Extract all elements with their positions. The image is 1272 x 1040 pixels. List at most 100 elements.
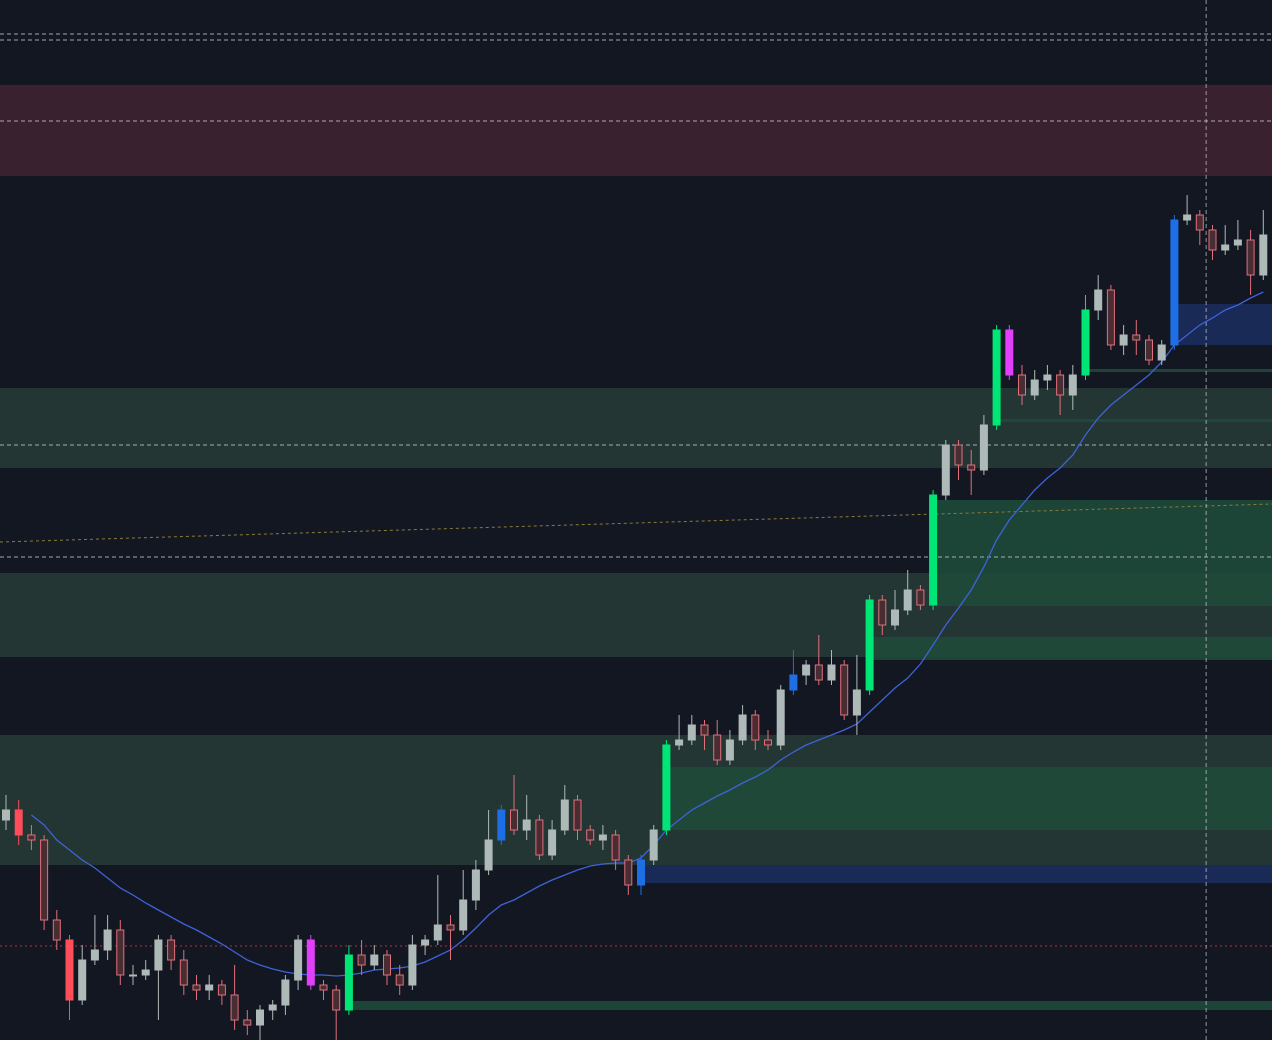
- candle-body: [827, 664, 836, 681]
- candle-body: [78, 959, 87, 1001]
- candle-body: [332, 989, 341, 1011]
- candle-body: [865, 599, 874, 691]
- candle-body: [1246, 239, 1255, 276]
- candle-body: [941, 444, 950, 496]
- candle-body: [383, 954, 391, 976]
- candle-body: [878, 599, 887, 626]
- candle-body: [1018, 374, 1026, 396]
- candle-body: [929, 494, 938, 606]
- candle-body: [306, 939, 315, 986]
- candle-body: [1081, 309, 1090, 376]
- candle-body: [1094, 289, 1103, 311]
- zone: [662, 767, 1272, 830]
- candle-body: [1056, 374, 1065, 396]
- candle-body: [840, 664, 849, 716]
- trendline: [0, 503, 1272, 543]
- zone: [1081, 369, 1272, 372]
- candle-body: [294, 939, 303, 981]
- candle-body: [459, 899, 468, 931]
- candle-body: [243, 1019, 252, 1026]
- candle-body: [814, 664, 823, 681]
- candle-body: [179, 959, 188, 986]
- candle-body: [624, 859, 633, 886]
- candle-body: [967, 464, 976, 471]
- candle-body: [1043, 374, 1052, 381]
- candle-body: [1157, 344, 1166, 361]
- candle-body: [510, 809, 518, 831]
- zone: [929, 500, 1272, 606]
- candle-body: [1183, 214, 1192, 221]
- candle-body: [738, 714, 747, 741]
- candle-body: [268, 1004, 277, 1011]
- candle-body: [662, 744, 671, 831]
- candle-body: [1170, 219, 1179, 346]
- candle-body: [1030, 379, 1039, 396]
- candle-body: [230, 994, 239, 1021]
- candle-body: [1208, 229, 1217, 251]
- candle-body: [789, 674, 798, 691]
- candle-body: [852, 689, 861, 716]
- candle-body: [573, 799, 582, 831]
- candle-body: [65, 939, 74, 1001]
- candle-body: [802, 664, 811, 676]
- zone: [1170, 304, 1272, 345]
- candle-body: [90, 949, 99, 961]
- candle-body: [1221, 244, 1230, 251]
- candle-body: [446, 924, 455, 931]
- zone: [992, 419, 1272, 422]
- candle-body: [560, 799, 569, 831]
- candle-body: [891, 609, 899, 626]
- candle-body: [1068, 374, 1077, 396]
- candle-body: [1106, 289, 1115, 346]
- candle-body: [421, 939, 430, 946]
- zone: [865, 637, 1272, 660]
- candle-body: [992, 329, 1001, 426]
- candle-body: [1005, 329, 1014, 376]
- candle-body: [522, 819, 531, 831]
- candle-body: [1132, 334, 1141, 341]
- candle-body: [408, 944, 417, 986]
- candle-body: [548, 829, 557, 856]
- candle-body: [217, 984, 226, 996]
- candle-body: [484, 839, 493, 871]
- candle-body: [916, 589, 925, 606]
- zone: [344, 1001, 1272, 1010]
- candle-body: [598, 834, 607, 841]
- candle-body: [205, 984, 214, 991]
- candle-body: [675, 739, 684, 746]
- candle-body: [1195, 214, 1204, 231]
- candle-body: [357, 954, 366, 966]
- candle-body: [395, 974, 404, 986]
- zone: [0, 388, 1272, 468]
- candle-body: [14, 809, 23, 836]
- candle-body: [471, 869, 480, 901]
- candle-body: [27, 834, 36, 841]
- candle-body: [52, 919, 61, 941]
- candle-body: [2, 809, 10, 821]
- zone: [637, 865, 1272, 883]
- candle-body: [1233, 239, 1242, 246]
- candle-body: [141, 969, 150, 976]
- candle-body: [637, 859, 645, 886]
- candle-body: [129, 974, 137, 977]
- moving-average: [30, 291, 1264, 977]
- candle-body: [700, 724, 709, 736]
- candle-body: [954, 444, 963, 466]
- candle-body: [903, 589, 912, 611]
- candle-body: [370, 954, 379, 966]
- candle-body: [1145, 339, 1153, 361]
- candle-body: [649, 829, 658, 861]
- candle-body: [167, 939, 176, 961]
- candle-body: [116, 929, 125, 976]
- candle-body: [764, 739, 772, 746]
- candle-body: [586, 829, 595, 841]
- candle-body: [776, 689, 785, 746]
- zone: [0, 85, 1272, 176]
- candle-body: [725, 739, 734, 761]
- candle-body: [611, 834, 620, 861]
- candle-body: [1119, 334, 1128, 346]
- candle-body: [713, 734, 722, 761]
- candle-body: [40, 839, 49, 921]
- candle-body: [751, 714, 760, 741]
